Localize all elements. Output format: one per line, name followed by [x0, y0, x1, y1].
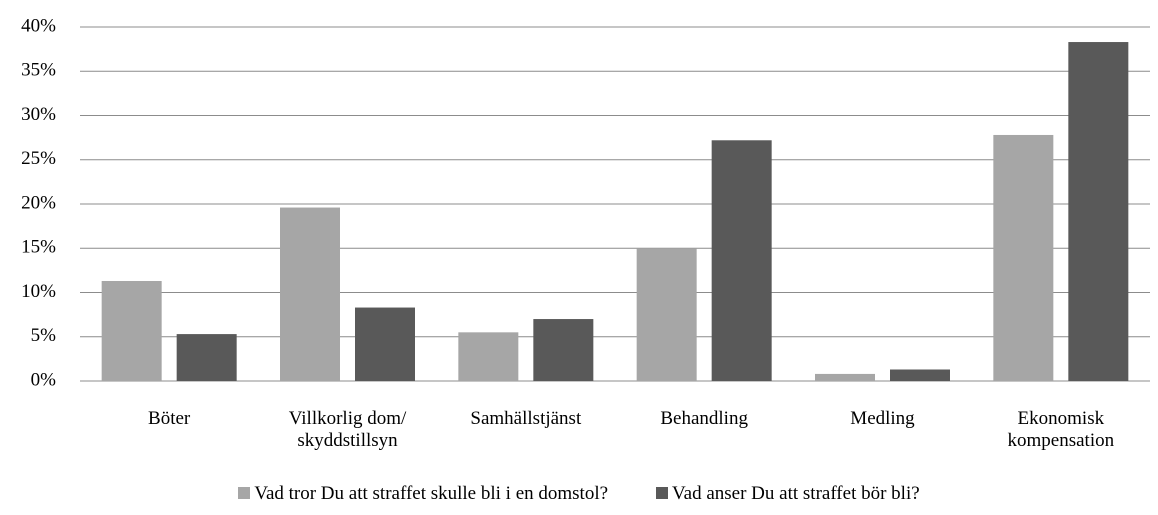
legend-swatch: [238, 487, 251, 499]
y-tick-label: 35%: [21, 60, 56, 81]
legend-item: Vad tror Du att straffet skulle bli i en…: [238, 483, 608, 505]
x-tick-label: Villkorlig dom/ skyddstillsyn: [288, 408, 407, 451]
bar: [533, 319, 594, 381]
bar: [711, 140, 772, 381]
x-tick-label: Böter: [148, 408, 191, 429]
x-tick-label: Ekonomisk kompensation: [1007, 408, 1115, 451]
bar: [993, 134, 1054, 381]
legend-label: Vad tror Du att straffet skulle bli i en…: [254, 483, 609, 504]
bar: [1068, 42, 1129, 382]
y-tick-label: 25%: [21, 148, 56, 169]
legend: Vad tror Du att straffet skulle bli i en…: [0, 483, 1158, 505]
x-tick-label: Behandling: [660, 408, 748, 429]
bar: [176, 334, 237, 381]
x-tick-label: Samhällstjänst: [470, 408, 582, 429]
bar: [280, 207, 340, 381]
x-tick-label: Medling: [850, 408, 915, 429]
y-tick-label: 30%: [21, 104, 56, 125]
legend-label: Vad anser Du att straffet bör bli?: [672, 483, 920, 504]
y-tick-label: 0%: [31, 369, 57, 390]
chart: 0% 5% 10% 15% 20% 25% 30% 35% 40%: [21, 15, 1150, 390]
y-tick-label: 10%: [21, 281, 56, 302]
bar: [636, 248, 697, 381]
bar: [815, 373, 875, 381]
bar: [355, 307, 415, 381]
y-tick-label: 15%: [21, 237, 56, 258]
bar: [458, 332, 519, 381]
bar: [101, 280, 162, 381]
y-tick-label: 20%: [21, 192, 56, 213]
legend-item: Vad anser Du att straffet bör bli?: [656, 483, 920, 505]
legend-swatch: [656, 487, 669, 499]
y-tick-label: 40%: [21, 15, 56, 36]
y-tick-label: 5%: [31, 325, 57, 346]
bar: [890, 369, 950, 381]
